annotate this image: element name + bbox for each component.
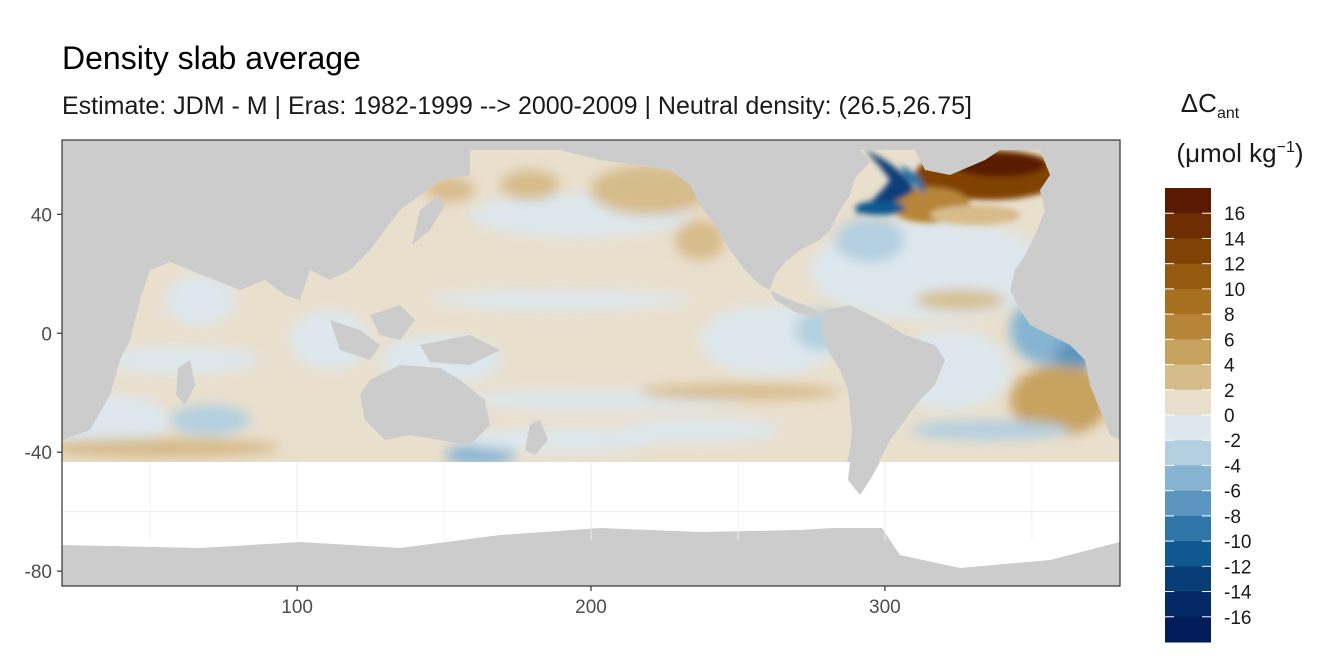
legend-swatch <box>1165 616 1211 643</box>
map-panel <box>62 140 1120 586</box>
no-data-band-edge <box>62 518 1120 562</box>
patch-subpolar-4 <box>930 205 1020 225</box>
y-tick-label: 0 <box>41 324 52 345</box>
land-central-america <box>770 290 820 318</box>
patch-labrador-3 <box>855 201 905 215</box>
legend-label: 6 <box>1224 330 1235 351</box>
land-north-america <box>560 150 870 290</box>
legend-label: 16 <box>1224 204 1245 225</box>
land-greenland <box>915 150 1000 175</box>
chart-title: Density slab average <box>62 40 361 76</box>
legend-label: 4 <box>1224 356 1235 377</box>
land-new-zealand <box>525 420 548 455</box>
legend-label: -10 <box>1224 532 1251 553</box>
x-tick-label: 200 <box>575 597 607 618</box>
legend-label: 0 <box>1224 406 1235 427</box>
land-patagonia <box>848 462 880 495</box>
patch-bay-bengal <box>290 310 370 370</box>
legend-swatch <box>1165 465 1211 492</box>
legend-swatch <box>1165 364 1211 391</box>
legend-label: -14 <box>1224 583 1252 604</box>
legend-swatch <box>1165 314 1211 340</box>
legend-swatch <box>1165 188 1211 214</box>
legend-label: 10 <box>1224 280 1245 301</box>
patch-labrador-2 <box>900 165 925 195</box>
patch-south-band-1 <box>62 438 280 458</box>
land-sumatra <box>330 320 380 360</box>
land-australia <box>360 365 490 445</box>
gridlines <box>62 462 1120 540</box>
land-europe-africa <box>1010 150 1120 440</box>
land-masses <box>62 140 1120 586</box>
legend-title: ΔCant <box>1181 88 1240 122</box>
legend-swatch <box>1165 288 1211 315</box>
legend-label: -8 <box>1224 507 1241 528</box>
patch-arabian <box>165 275 235 325</box>
legend-units-sup: −1 <box>1277 139 1295 156</box>
legend-swatch <box>1165 440 1211 466</box>
legend-label: 12 <box>1224 255 1245 276</box>
legend-label: 8 <box>1224 305 1235 326</box>
legend-swatch <box>1165 515 1211 542</box>
x-axis: 100 200 300 <box>281 586 901 618</box>
y-tick-label: -80 <box>25 562 52 583</box>
patch-indian-eq <box>100 346 260 374</box>
legend-swatch <box>1165 490 1211 517</box>
legend-units-post: ) <box>1295 138 1304 168</box>
legend-swatch <box>1165 339 1211 366</box>
x-tick-label: 300 <box>869 597 901 618</box>
legend-swatch <box>1165 415 1211 441</box>
patch-se-pac <box>620 418 780 442</box>
legend-label: -4 <box>1224 456 1241 477</box>
land-japan <box>412 195 445 245</box>
legend-label: -6 <box>1224 482 1241 503</box>
y-axis: 40 0 -40 -80 <box>25 205 62 583</box>
patch-south-band-2 <box>640 384 840 400</box>
x-tick-label: 100 <box>281 597 313 618</box>
legend-label: 2 <box>1224 381 1235 402</box>
legend-swatch <box>1165 591 1211 618</box>
patch-tasman <box>460 428 660 452</box>
legend-swatch <box>1165 566 1211 593</box>
y-tick-label: -40 <box>25 443 52 464</box>
legend-title-sub: ant <box>1217 105 1240 122</box>
patch-australia-south <box>445 445 515 465</box>
land-new-guinea <box>420 335 500 365</box>
patch-eq-pac-n <box>430 290 690 310</box>
legend-labels: 16 14 12 10 8 6 4 2 0 -2 -4 -6 -8 -10 -12 -14 -16 <box>1165 204 1252 629</box>
legend-units: (μmol kg−1) <box>1176 138 1303 168</box>
land-madagascar <box>176 360 195 405</box>
patch-eq-atl <box>915 290 1005 310</box>
legend-label: -16 <box>1224 608 1251 629</box>
legend-swatch <box>1165 541 1211 567</box>
land-antarctica <box>62 525 1120 586</box>
legend-title-main: ΔC <box>1181 88 1217 118</box>
legend: ΔCant (μmol kg−1) 16 14 12 10 8 6 4 2 0 -2 -4 -6 -8 -… <box>1165 88 1304 643</box>
patch-indian-south <box>170 405 250 435</box>
legend-label: -2 <box>1224 431 1241 452</box>
land-eurasia-africa <box>62 150 470 440</box>
patch-gulf-stream <box>835 218 905 262</box>
legend-swatch <box>1165 389 1211 416</box>
land-south-america <box>820 305 945 495</box>
legend-swatch <box>1165 213 1211 239</box>
patch-california <box>675 220 725 260</box>
legend-colorbar <box>1165 188 1211 643</box>
legend-label: -12 <box>1224 557 1251 578</box>
legend-label: 14 <box>1224 229 1246 250</box>
land-top-strip <box>62 140 1120 150</box>
patch-benguela <box>1010 365 1110 435</box>
legend-swatch <box>1165 263 1211 290</box>
legend-swatch <box>1165 238 1211 265</box>
land-borneo <box>370 305 415 340</box>
y-tick-label: 40 <box>31 205 52 226</box>
legend-units-pre: (μmol kg <box>1176 138 1276 168</box>
patch-acc-atl <box>910 420 1070 440</box>
patch-nw-pac <box>500 170 560 200</box>
patch-labrador-1 <box>855 150 915 215</box>
chart-subtitle: Estimate: JDM - M | Eras: 1982-1999 --> … <box>62 92 972 120</box>
